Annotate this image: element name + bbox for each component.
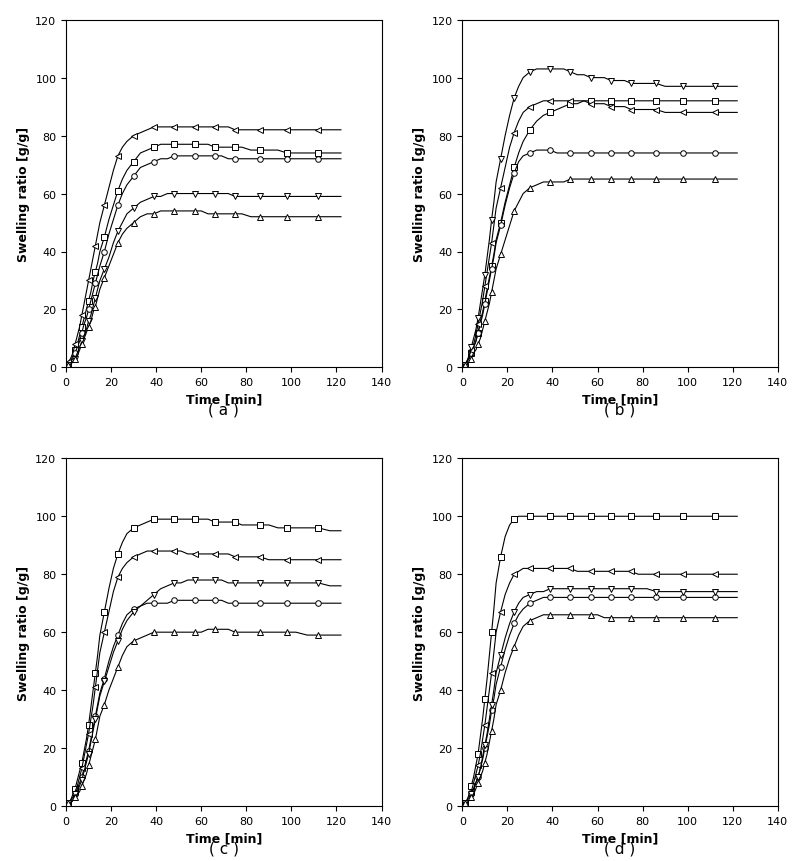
- Text: ( a ): ( a ): [208, 402, 239, 418]
- Text: ( b ): ( b ): [605, 402, 636, 418]
- X-axis label: Time [min]: Time [min]: [186, 832, 262, 845]
- Text: ( d ): ( d ): [605, 840, 636, 856]
- Y-axis label: Swelling ratio [g/g]: Swelling ratio [g/g]: [413, 565, 426, 700]
- Text: ( c ): ( c ): [208, 840, 239, 856]
- X-axis label: Time [min]: Time [min]: [582, 832, 658, 845]
- Y-axis label: Swelling ratio [g/g]: Swelling ratio [g/g]: [413, 127, 426, 262]
- Y-axis label: Swelling ratio [g/g]: Swelling ratio [g/g]: [17, 127, 30, 262]
- Y-axis label: Swelling ratio [g/g]: Swelling ratio [g/g]: [17, 565, 30, 700]
- X-axis label: Time [min]: Time [min]: [582, 393, 658, 406]
- X-axis label: Time [min]: Time [min]: [186, 393, 262, 406]
